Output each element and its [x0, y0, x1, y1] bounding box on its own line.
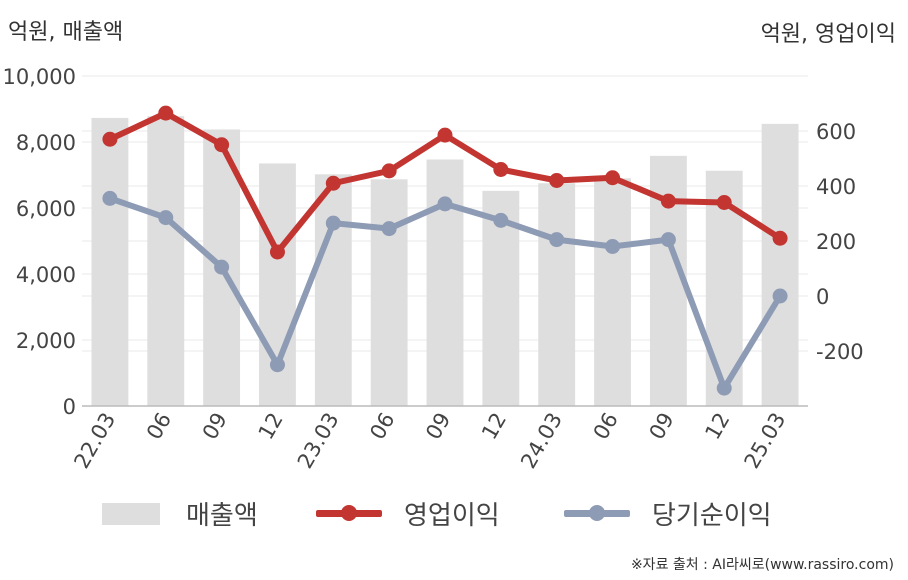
point-net-6 [437, 196, 453, 212]
xtick-9: 06 [589, 409, 623, 444]
point-net-1 [158, 210, 174, 226]
xtick-1: 06 [142, 409, 176, 444]
bar-sales-0 [91, 117, 129, 406]
xtick-7: 12 [477, 409, 511, 444]
right-axis-unit: 억원, 영업이익 [760, 22, 896, 47]
point-operating-6 [437, 127, 453, 143]
legend-swatch-operating [316, 505, 382, 521]
xtick-5: 06 [365, 409, 399, 444]
ytick-right-2: 200 [816, 230, 856, 254]
bar-sales-12 [761, 123, 799, 406]
xtick-10: 09 [645, 409, 679, 444]
x-axis-ticks: 22.03 06 09 12 23.03 06 09 12 24.03 06 09 12 25.03 [69, 409, 790, 473]
ytick-left-4: 8,000 [16, 131, 76, 155]
bar-sales-5 [370, 179, 408, 406]
legend-swatch-sales [102, 502, 160, 525]
source-note: ※자료 출처 : AI라씨로(www.rassiro.com) [630, 557, 894, 573]
xtick-3: 12 [254, 409, 288, 444]
point-operating-1 [158, 105, 174, 121]
point-operating-3 [269, 244, 285, 260]
right-axis-ticks: -200 0 200 400 600 [816, 120, 864, 364]
point-operating-10 [660, 193, 676, 209]
bar-sales-1 [147, 116, 185, 406]
point-net-2 [214, 259, 230, 275]
profit-lines [102, 105, 788, 396]
legend-label-sales: 매출액 [186, 501, 258, 531]
point-net-5 [381, 221, 397, 237]
xtick-4: 23.03 [293, 409, 344, 473]
point-operating-7 [493, 162, 509, 177]
ytick-left-2: 4,000 [16, 263, 76, 287]
point-net-11 [716, 380, 732, 396]
point-operating-9 [605, 170, 621, 186]
xtick-6: 09 [421, 409, 455, 444]
point-operating-4 [325, 175, 341, 191]
left-axis-unit: 억원, 매출액 [8, 20, 124, 45]
xtick-12: 25.03 [740, 409, 791, 473]
bar-sales-4 [314, 174, 352, 406]
ytick-right-0: -200 [816, 340, 864, 364]
point-net-9 [605, 239, 621, 254]
point-net-0 [102, 190, 118, 206]
xtick-11: 12 [700, 409, 734, 444]
point-net-8 [549, 232, 565, 248]
xtick-8: 24.03 [516, 409, 567, 473]
point-net-4 [325, 215, 341, 231]
left-axis-ticks: 0 2,000 4,000 6,000 8,000 10,000 [3, 65, 76, 419]
ytick-right-3: 400 [816, 175, 856, 199]
legend-swatch-net [564, 505, 630, 521]
ytick-left-1: 2,000 [16, 329, 76, 353]
point-operating-8 [549, 173, 565, 188]
legend-label-operating: 영업이익 [404, 501, 500, 531]
bar-sales-8 [538, 183, 576, 406]
point-operating-2 [214, 137, 230, 153]
point-operating-0 [102, 131, 118, 147]
point-net-7 [493, 212, 509, 228]
sales-bars [91, 116, 799, 406]
ytick-left-3: 6,000 [16, 197, 76, 221]
ytick-right-1: 0 [816, 285, 829, 309]
point-operating-11 [716, 195, 732, 210]
point-net-10 [660, 232, 676, 248]
legend-item-net: 당기순이익 [564, 495, 772, 532]
ytick-right-4: 600 [816, 120, 856, 144]
point-net-3 [269, 357, 285, 373]
xtick-0: 22.03 [69, 409, 120, 473]
point-operating-5 [381, 163, 397, 179]
legend-label-net: 당기순이익 [652, 501, 772, 531]
ytick-left-5: 10,000 [3, 65, 76, 89]
legend-item-operating: 영업이익 [316, 495, 500, 532]
ytick-left-0: 0 [63, 395, 76, 419]
xtick-2: 09 [198, 409, 232, 444]
legend-item-sales: 매출액 [102, 495, 258, 532]
bar-sales-9 [594, 178, 631, 406]
point-operating-12 [772, 230, 788, 246]
point-net-12 [772, 288, 788, 304]
